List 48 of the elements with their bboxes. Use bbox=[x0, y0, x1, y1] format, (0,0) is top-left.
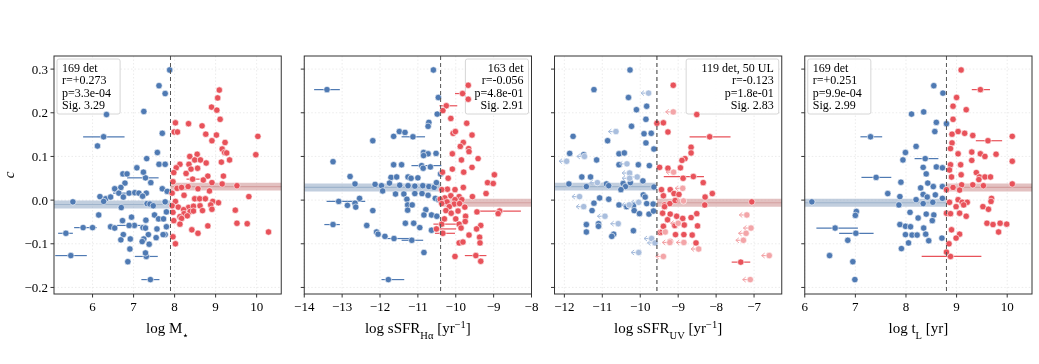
x-tick-label: −11 bbox=[592, 299, 613, 314]
y-tick-label: −0.1 bbox=[24, 236, 48, 252]
annotation: 169 det bbox=[812, 60, 850, 75]
x-tick-label: −10 bbox=[445, 299, 466, 314]
annotation: Sig. 2.83 bbox=[730, 98, 774, 112]
x-tick-label: 10 bbox=[250, 299, 264, 314]
annotation: p=3.3e-04 bbox=[62, 85, 112, 100]
annotation: r=-0.056 bbox=[481, 73, 524, 87]
x-axis-title: log t$_{L}$ [yr] bbox=[888, 320, 949, 341]
x-axis-title: log sSFR$_{Hα}$ [yr$^{−1}$] bbox=[364, 318, 471, 341]
x-axis-title: log sSFR$_{UV}$ [yr$^{−1}$] bbox=[614, 318, 723, 341]
x-tick-label: −9 bbox=[486, 299, 501, 314]
annotation: p=9.9e-04 bbox=[812, 85, 862, 100]
x-tick-label: −12 bbox=[554, 299, 575, 314]
annotation: Sig. 2.91 bbox=[480, 98, 524, 112]
x-tick-label: 10 bbox=[1000, 299, 1014, 314]
annotation: r=-0.123 bbox=[731, 73, 774, 87]
x-tick-label: −14 bbox=[294, 299, 315, 314]
annotation: p=1.8e-01 bbox=[724, 85, 774, 100]
y-axis-title: c bbox=[1, 171, 17, 179]
y-tick-label: −0.2 bbox=[24, 279, 48, 295]
y-tick-label: 0.2 bbox=[31, 105, 48, 121]
x-tick-label: 6 bbox=[89, 299, 97, 314]
x-tick-label: 6 bbox=[801, 299, 809, 314]
x-tick-label: −11 bbox=[407, 299, 428, 314]
x-tick-label: 7 bbox=[130, 299, 138, 314]
annotation: p=4.8e-01 bbox=[474, 85, 524, 100]
annotation: 169 det bbox=[62, 60, 99, 75]
x-tick-label: −12 bbox=[369, 299, 391, 314]
annotation: 119 det, 50 UL bbox=[701, 60, 774, 75]
x-tick-label: 8 bbox=[171, 299, 178, 314]
annotation: r=+0.251 bbox=[812, 73, 858, 87]
y-tick-label: 0.0 bbox=[31, 192, 48, 208]
x-tick-label: −8 bbox=[709, 299, 724, 314]
x-tick-label: −10 bbox=[630, 299, 651, 314]
annotation: r=+0.273 bbox=[62, 73, 107, 87]
x-tick-label: −8 bbox=[524, 299, 539, 314]
x-tick-label: 9 bbox=[212, 299, 219, 314]
annotation: 163 det bbox=[487, 60, 525, 75]
y-tick-label: 0.1 bbox=[31, 148, 48, 164]
x-tick-label: 7 bbox=[852, 299, 860, 314]
x-tick-label: −9 bbox=[671, 299, 686, 314]
x-tick-label: 9 bbox=[953, 299, 960, 314]
y-tick-label: 0.3 bbox=[31, 61, 48, 77]
x-tick-label: −7 bbox=[747, 299, 762, 314]
x-tick-label: 8 bbox=[902, 299, 910, 314]
x-axis-title: log M$_{⋆}$ bbox=[145, 320, 190, 341]
x-tick-label: −13 bbox=[331, 299, 353, 314]
